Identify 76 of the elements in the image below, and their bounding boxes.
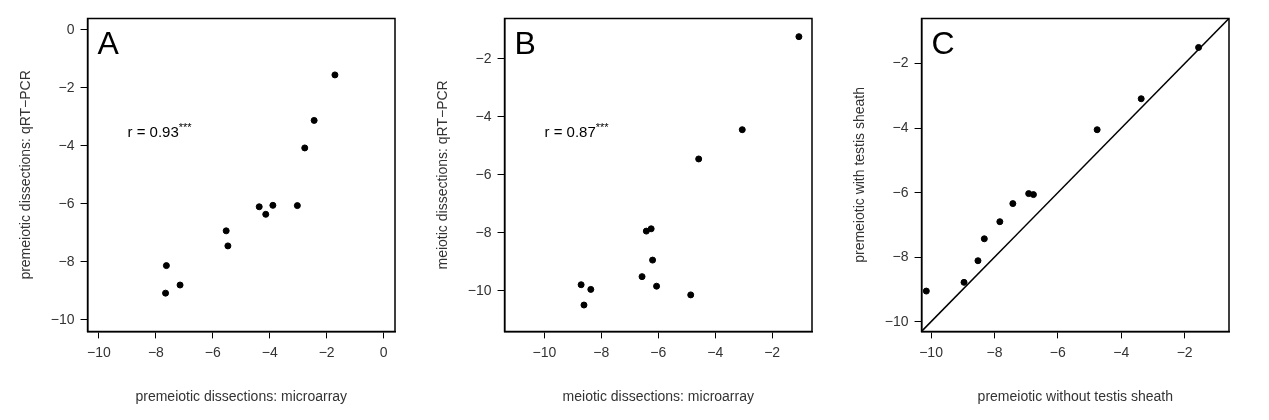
x-tick-label: −8 — [147, 343, 165, 360]
point — [642, 227, 650, 235]
x-tick-label: −6 — [1049, 343, 1067, 360]
x-tick-label: 0 — [379, 343, 388, 360]
annotation: B — [514, 25, 536, 62]
annotation: r = 0.93*** — [127, 121, 193, 141]
y-tick-label: −10 — [467, 281, 492, 298]
point — [795, 33, 803, 41]
point — [176, 281, 184, 289]
point — [974, 257, 982, 265]
point — [162, 262, 170, 270]
x-tick-label: −8 — [593, 343, 610, 360]
x-tick-label: −2 — [1176, 343, 1193, 360]
x-tick-label: −2 — [318, 343, 335, 360]
point — [162, 289, 170, 297]
point — [1093, 126, 1101, 134]
x-tick-label: −4 — [707, 343, 724, 360]
y-tick-label: −8 — [475, 223, 492, 240]
point — [310, 116, 318, 124]
y-tick-label: −4 — [58, 136, 75, 153]
y-axis-title: meiotic dissections: qRT−PCR — [434, 80, 451, 270]
y-axis-title: premeiotic dissections: qRT−PCR — [17, 70, 34, 280]
y-tick-label: −2 — [475, 49, 492, 66]
point — [222, 227, 230, 235]
point — [1029, 191, 1037, 199]
point — [224, 242, 232, 250]
y-tick-label: −2 — [58, 78, 75, 95]
point — [262, 210, 270, 218]
annotation: r = 0.87*** — [544, 121, 610, 141]
y-tick-label: −4 — [475, 107, 492, 124]
x-axis-title: meiotic dissections: microarray — [562, 388, 754, 405]
point — [1009, 200, 1017, 208]
point — [687, 291, 695, 299]
point — [269, 201, 277, 209]
x-axis-title: premeiotic dissections: microarray — [135, 388, 348, 405]
x-tick-label: −4 — [1113, 343, 1130, 360]
point — [738, 126, 746, 134]
point — [255, 203, 263, 211]
point — [649, 256, 657, 264]
annotation: A — [97, 25, 120, 62]
point — [996, 218, 1004, 226]
x-tick-label: −10 — [919, 343, 944, 360]
point — [587, 285, 595, 293]
y-tick-label: −2 — [892, 54, 909, 71]
y-tick-label: −10 — [50, 310, 75, 327]
point — [301, 144, 309, 152]
x-axis-title: premeiotic without testis sheath — [977, 388, 1173, 405]
x-tick-label: −8 — [986, 343, 1003, 360]
point — [653, 282, 661, 290]
x-tick-label: −10 — [87, 343, 112, 360]
point — [960, 278, 968, 286]
point — [638, 273, 646, 281]
point — [1137, 95, 1145, 103]
y-tick-label: −8 — [58, 252, 75, 269]
y-axis-title: premeiotic with testis sheath — [851, 86, 868, 263]
annotation: C — [931, 25, 955, 62]
x-tick-label: −2 — [764, 343, 781, 360]
x-tick-label: −10 — [532, 343, 557, 360]
x-tick-label: −4 — [261, 343, 278, 360]
point — [293, 202, 301, 210]
y-tick-label: −4 — [892, 118, 909, 135]
point — [980, 235, 988, 243]
point — [922, 287, 930, 295]
point — [1195, 43, 1203, 51]
point — [331, 71, 339, 79]
y-tick-label: −10 — [884, 312, 909, 329]
point — [695, 155, 703, 163]
point — [580, 301, 588, 309]
y-tick-label: −6 — [58, 194, 75, 211]
y-tick-label: 0 — [66, 20, 75, 37]
y-tick-label: −8 — [892, 248, 909, 265]
x-tick-label: −6 — [204, 343, 221, 360]
y-tick-label: −6 — [475, 165, 492, 182]
y-tick-label: −6 — [892, 183, 909, 200]
point — [577, 281, 585, 289]
x-tick-label: −6 — [650, 343, 667, 360]
